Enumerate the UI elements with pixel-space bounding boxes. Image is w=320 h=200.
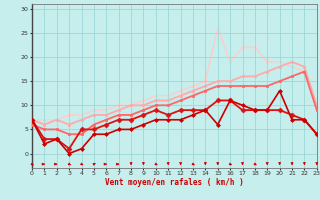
X-axis label: Vent moyen/en rafales ( km/h ): Vent moyen/en rafales ( km/h ) xyxy=(105,178,244,187)
